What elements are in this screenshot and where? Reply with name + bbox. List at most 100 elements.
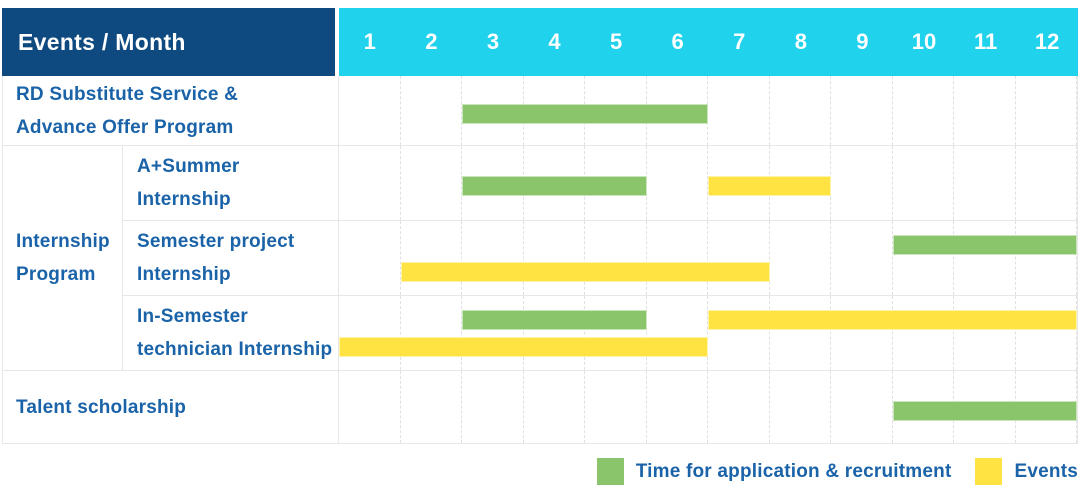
group-label-line: Internship [16,231,110,252]
gantt-bar-green [462,176,647,197]
month-label: 5 [609,29,623,54]
month-grid-cell [831,146,893,220]
month-grid-cell [401,221,462,295]
row-label-cell: RD Substitute Service & Advance Offer Pr… [3,76,339,145]
month-grid-cell [1016,76,1077,145]
row-label-line: Semester project [137,231,295,252]
month-grid-cell [462,221,524,295]
events-month-header-cell: Events / Month [2,8,335,76]
gantt-bar-green [892,400,1077,421]
month-grid-cell [708,296,770,370]
month-grid-cell [1016,221,1077,295]
month-grid-cell [708,371,770,443]
gantt-track [339,221,1077,295]
month-grid-cell [831,371,893,443]
group-label-cell: Internship Program [3,146,123,370]
month-grid-cell [831,76,893,145]
month-grid-cell [524,221,585,295]
month-grid-cell [893,76,954,145]
gantt-bar-yellow [708,310,1077,331]
gantt-track [339,296,1077,370]
month-grid-cell [954,296,1016,370]
subrow-label-cell: A+Summer Internship [123,146,339,220]
legend-label: Time for application & recruitment [635,460,952,482]
month-grid-cell [585,296,647,370]
month-label: 1 [363,29,376,54]
row-label-line: Internship [137,189,231,210]
header-gap [335,8,339,76]
row-label-cell: Talent scholarship [3,371,339,443]
table-row-in-semester-technician-internship: In-Semester technician Internship [123,295,1077,370]
month-grid-cell [647,221,708,295]
month-grid-cell [647,371,708,443]
gantt-bar-yellow [708,176,831,197]
legend-label: Events [1014,460,1078,482]
events-month-table: Events / Month 1 2 3 4 5 6 7 8 9 10 11 12 RD Substi… [2,8,1078,444]
month-label: 6 [671,29,684,54]
month-grid-cell [893,146,954,220]
row-label-line: Advance Offer Program [16,116,234,138]
month-grid-cell [647,146,708,220]
month-grid-cell [339,146,401,220]
month-label: 8 [794,29,807,54]
legend: Time for application & recruitment Event… [596,458,1078,485]
table-row-rd-substitute: RD Substitute Service & Advance Offer Pr… [3,76,1077,145]
month-label: 12 [1034,29,1060,54]
month-grid-cell [1016,146,1077,220]
month-grid-cell [401,296,462,370]
month-grid-cell [893,221,954,295]
month-grid-cell [401,146,462,220]
month-label: 11 [973,29,998,54]
group-label: Internship Program [16,225,122,291]
month-grid-cell [954,146,1016,220]
month-grid-cell [339,221,401,295]
month-grid-cell [585,221,647,295]
gantt-bar-green [892,235,1077,256]
row-label-line: Internship [137,264,231,285]
month-grid-cell [401,76,462,145]
gantt-track [339,371,1077,443]
group-subrows: A+Summer Internship Semester project Int… [123,146,1077,370]
month-grid-cell [770,76,831,145]
month-grid-cell [831,296,893,370]
table-row-a-summer-internship: A+Summer Internship [123,146,1077,220]
month-grid-cell [585,371,647,443]
month-grid-cell [339,76,401,145]
subrow-label-cell: Semester project Internship [123,221,339,295]
month-grid-cell [954,76,1016,145]
month-grid-cell [524,371,585,443]
table-row-talent-scholarship: Talent scholarship [3,370,1077,443]
subrow-label-cell: In-Semester technician Internship [123,296,339,370]
month-grid-cell [770,296,831,370]
gantt-track [339,76,1077,145]
month-grid-cell [647,296,708,370]
month-grid-cell [770,221,831,295]
month-label: 2 [425,29,438,54]
row-label: RD Substitute Service & Advance Offer Pr… [16,78,338,144]
month-label: 7 [733,29,746,54]
month-label: 9 [856,29,869,54]
subrow-label: A+Summer Internship [137,150,338,216]
row-label: Talent scholarship [16,391,338,424]
gantt-bar-yellow [339,337,708,358]
gantt-bar-green [462,310,647,331]
row-label-line: Talent scholarship [16,396,187,418]
month-grid-cell [770,371,831,443]
month-grid-cell [462,296,524,370]
table-row-semester-project-internship: Semester project Internship [123,220,1077,295]
table-row-group-internship-program: Internship Program A+Summer Internship [3,145,1077,370]
month-grid-cell [831,221,893,295]
yellow-swatch-icon [975,458,1003,485]
table-header-row: Events / Month 1 2 3 4 5 6 7 8 9 10 11 12 [2,8,1078,76]
legend-item-events: Events [975,458,1078,485]
subrow-label: Semester project Internship [137,225,338,291]
month-label: 3 [486,29,500,54]
group-label-line: Program [16,264,96,285]
events-month-header-label: Events / Month [18,28,186,55]
month-grid-cell [708,221,770,295]
gantt-track [339,146,1077,220]
row-label-line: In-Semester [137,306,248,327]
month-grid-cell [339,371,401,443]
month-grid-cell [524,296,585,370]
